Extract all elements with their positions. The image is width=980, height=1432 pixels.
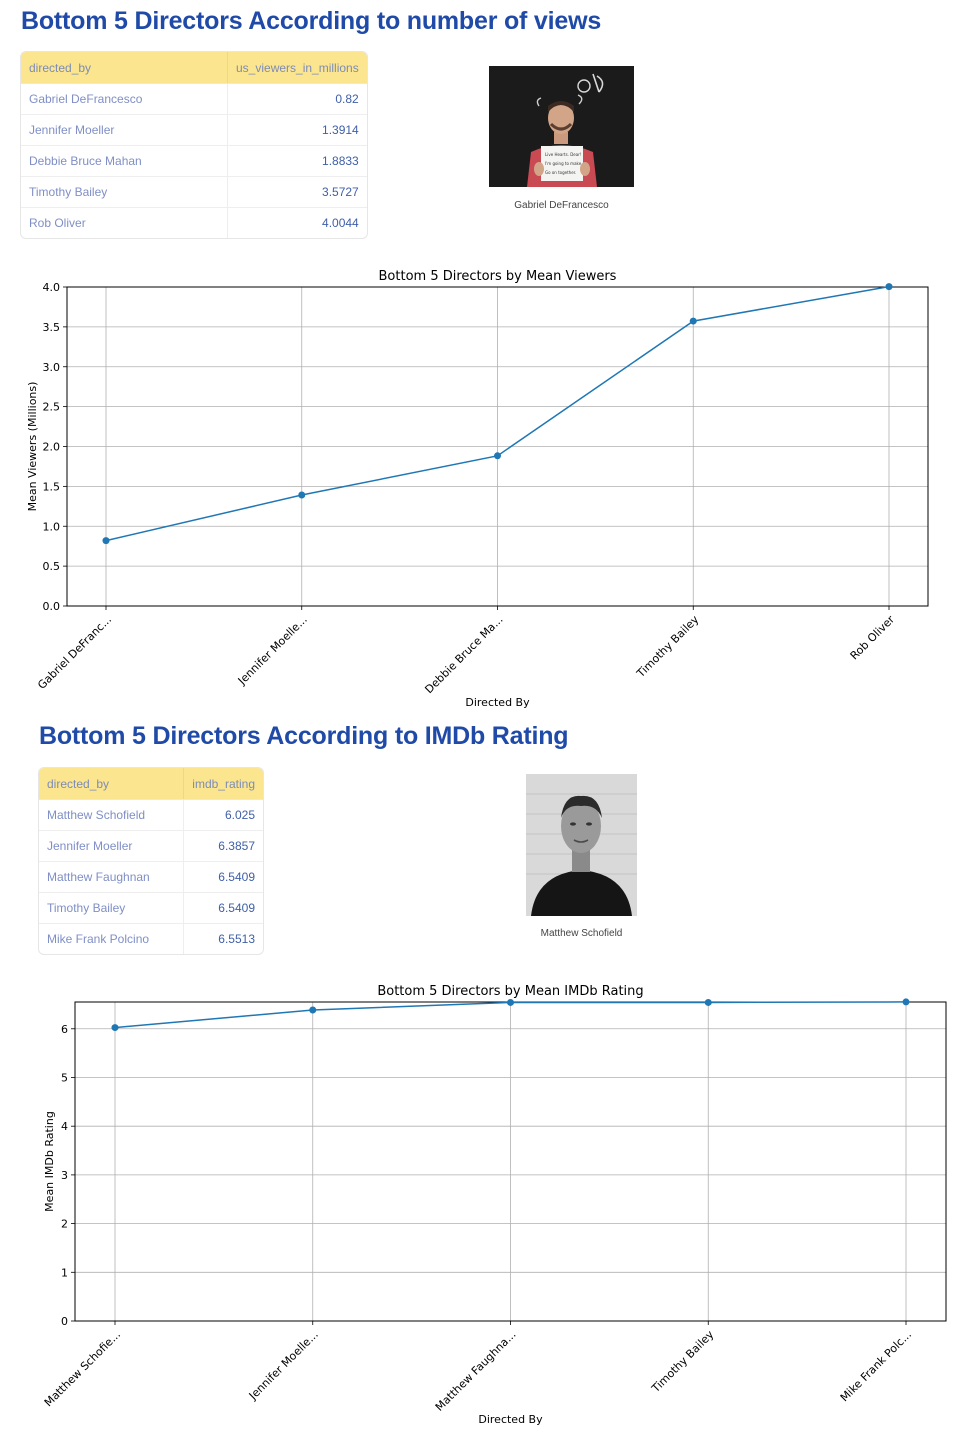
views-table[interactable]: directed_by us_viewers_in_millions Gabri… xyxy=(20,51,368,239)
y-tick-label: 3.5 xyxy=(43,321,61,334)
table-row[interactable]: Gabriel DeFrancesco 0.82 xyxy=(21,83,367,115)
y-tick-label: 4 xyxy=(61,1120,68,1133)
y-tick-label: 1.0 xyxy=(43,520,61,533)
x-tick-label: Rob Oliver xyxy=(848,613,898,663)
x-tick-label: Matthew Schofie... xyxy=(42,1328,123,1409)
cell-director: Mike Frank Polcino xyxy=(39,923,184,954)
photo-caption: Gabriel DeFrancesco xyxy=(514,200,609,211)
cell-director: Timothy Bailey xyxy=(39,892,184,924)
cell-director: Jennifer Moeller xyxy=(21,114,228,146)
line-chart: Bottom 5 Directors by Mean IMDb Rating 0 1… xyxy=(42,984,947,1426)
data-point xyxy=(704,998,712,1006)
cell-value: 6.5513 xyxy=(218,932,255,946)
y-axis-label: Mean IMDb Rating xyxy=(43,1111,56,1212)
y-tick-label: 0.0 xyxy=(43,600,61,613)
column-header-directed-by[interactable]: directed_by xyxy=(21,52,228,84)
chart-title: Bottom 5 Directors by Mean Viewers xyxy=(379,269,617,284)
x-tick-label: Timothy Bailey xyxy=(634,613,702,681)
y-tick-label: 1.5 xyxy=(43,480,61,493)
table-row[interactable]: Timothy Bailey 3.5727 xyxy=(21,176,367,208)
cell-director: Matthew Schofield xyxy=(39,799,184,831)
x-tick-label: Jennifer Moelle... xyxy=(246,1328,321,1403)
table-row[interactable]: Jennifer Moeller 6.3857 xyxy=(39,830,263,862)
table-row[interactable]: Jennifer Moeller 1.3914 xyxy=(21,114,367,146)
y-tick-label: 0.5 xyxy=(43,560,61,573)
table-header-row: directed_by us_viewers_in_millions xyxy=(21,52,367,84)
cell-director: Gabriel DeFrancesco xyxy=(21,83,228,115)
y-tick-label: 2.5 xyxy=(43,401,61,414)
table-row[interactable]: Mike Frank Polcino 6.5513 xyxy=(39,923,263,954)
data-point xyxy=(309,1006,317,1014)
sign-text-line: I'm going to make... xyxy=(545,161,585,166)
cell-director: Jennifer Moeller xyxy=(39,830,184,862)
director-photo-schofield xyxy=(526,774,637,916)
data-point xyxy=(102,537,110,545)
x-tick-label: Jennifer Moelle... xyxy=(235,613,310,688)
sign-text-line: Go on together. xyxy=(545,170,576,175)
y-axis-label: Mean Viewers (Millions) xyxy=(26,382,39,512)
x-tick-label: Debbie Bruce Ma... xyxy=(422,613,505,696)
cell-value: 0.82 xyxy=(227,83,367,115)
x-tick-label: Gabriel DeFranc... xyxy=(35,613,114,692)
chart-mean-imdb-rating: Bottom 5 Directors by Mean IMDb Rating 0 1… xyxy=(0,978,980,1432)
data-point xyxy=(507,998,514,1006)
column-header-us-viewers[interactable]: us_viewers_in_millions xyxy=(227,52,367,84)
cell-value: 1.8833 xyxy=(227,145,367,177)
y-tick-label: 6 xyxy=(61,1023,68,1036)
data-point xyxy=(689,317,697,325)
photo-caption: Matthew Schofield xyxy=(540,928,623,939)
table-header-row: directed_by imdb_rating xyxy=(39,768,263,800)
cell-value: 4.0044 xyxy=(322,216,359,230)
column-header-imdb-rating[interactable]: imdb_rating xyxy=(183,768,263,800)
cell-value: 6.5409 xyxy=(183,861,263,893)
x-axis-label: Directed By xyxy=(465,696,530,709)
x-tick-label: Matthew Faughna... xyxy=(433,1328,519,1414)
cell-director: Debbie Bruce Mahan xyxy=(21,145,228,177)
y-tick-label: 2 xyxy=(61,1218,68,1231)
cell-value: 3.5727 xyxy=(227,176,367,208)
plot-frame xyxy=(66,286,929,607)
y-tick-label: 3 xyxy=(61,1169,68,1182)
imdb-table[interactable]: directed_by imdb_rating Matthew Schofiel… xyxy=(38,767,264,955)
chart-mean-viewers: Bottom 5 Directors by Mean Viewers 0.0 0.5… xyxy=(0,262,980,712)
y-tick-label: 5 xyxy=(61,1071,68,1084)
y-tick-label: 1 xyxy=(61,1266,68,1279)
table-row[interactable]: Debbie Bruce Mahan 1.8833 xyxy=(21,145,367,177)
x-tick-label: Mike Frank Polc... xyxy=(838,1328,914,1404)
y-tick-label: 4.0 xyxy=(43,281,61,294)
x-tick-label: Timothy Bailey xyxy=(649,1328,717,1396)
cell-director: Matthew Faughnan xyxy=(39,861,184,893)
table-row[interactable]: Timothy Bailey 6.5409 xyxy=(39,892,263,924)
section-title-views: Bottom 5 Directors According to number o… xyxy=(21,7,602,35)
photo-image xyxy=(526,774,637,916)
data-point xyxy=(494,452,501,460)
column-header-directed-by[interactable]: directed_by xyxy=(39,768,184,800)
data-point xyxy=(902,998,910,1006)
data-point xyxy=(885,283,893,291)
y-tick-label: 0 xyxy=(61,1315,68,1328)
data-point xyxy=(298,491,306,499)
data-point xyxy=(111,1024,119,1032)
cell-value: 6.3857 xyxy=(183,830,263,862)
cell-value: 6.025 xyxy=(183,799,263,831)
photo-image: Live Hearts. Dear! I'm going to make... … xyxy=(489,66,634,187)
line-chart: Bottom 5 Directors by Mean Viewers 0.0 0.5… xyxy=(26,269,929,709)
section-title-imdb: Bottom 5 Directors According to IMDb Rat… xyxy=(39,722,569,750)
table-row[interactable]: Matthew Schofield 6.025 xyxy=(39,799,263,831)
cell-director: Rob Oliver xyxy=(21,207,228,238)
table-row[interactable]: Matthew Faughnan 6.5409 xyxy=(39,861,263,893)
cell-value: 1.3914 xyxy=(227,114,367,146)
cell-value: 6.5409 xyxy=(183,892,263,924)
sign-text-line: Live Hearts. Dear! xyxy=(545,152,581,157)
table-row[interactable]: Rob Oliver 4.0044 xyxy=(21,207,367,238)
chart-title: Bottom 5 Directors by Mean IMDb Rating xyxy=(377,984,643,999)
director-photo-defrancesco: Live Hearts. Dear! I'm going to make... … xyxy=(489,66,634,187)
y-tick-label: 2.0 xyxy=(43,441,61,454)
y-tick-label: 3.0 xyxy=(43,361,61,374)
cell-director: Timothy Bailey xyxy=(21,176,228,208)
x-axis-label: Directed By xyxy=(478,1413,543,1426)
